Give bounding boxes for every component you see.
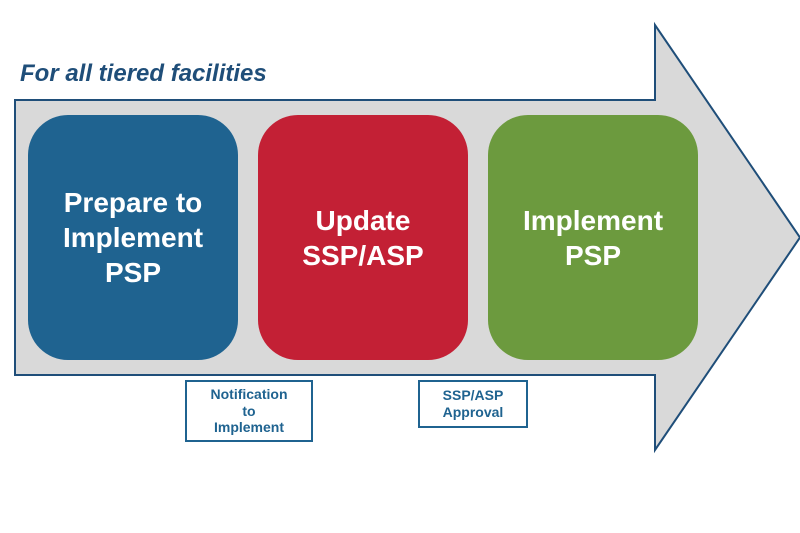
diagram-title: For all tiered facilities xyxy=(20,60,267,88)
transition-notification: NotificationtoImplement xyxy=(185,380,313,442)
stage-update-label: UpdateSSP/ASP xyxy=(302,203,423,273)
stage-update: UpdateSSP/ASP xyxy=(258,115,468,360)
transition-notification-label: NotificationtoImplement xyxy=(211,386,288,436)
stage-prepare-label: Prepare toImplementPSP xyxy=(63,185,203,290)
transition-approval: SSP/ASPApproval xyxy=(418,380,528,428)
transition-approval-label: SSP/ASPApproval xyxy=(443,387,504,421)
stage-prepare: Prepare toImplementPSP xyxy=(28,115,238,360)
stage-implement-label: ImplementPSP xyxy=(523,203,663,273)
stage-implement: ImplementPSP xyxy=(488,115,698,360)
diagram-canvas: For all tiered facilities Prepare toImpl… xyxy=(0,0,800,533)
